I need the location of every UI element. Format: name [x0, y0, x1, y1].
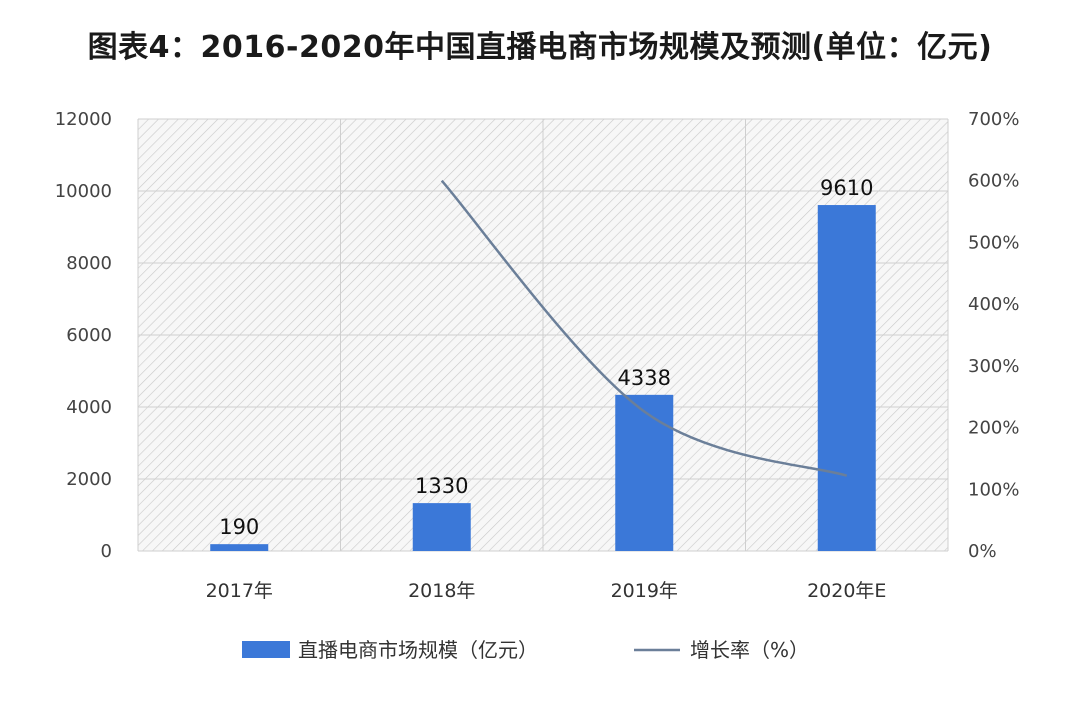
y-axis-left: 0 2000 4000 6000 8000 10000 12000 — [55, 109, 112, 562]
y-right-tick-label: 500% — [968, 232, 1019, 253]
y-left-tick-label: 6000 — [66, 325, 112, 346]
bar — [412, 503, 471, 551]
y-left-tick-label: 10000 — [55, 181, 112, 202]
chart-title: 图表4：2016-2020年中国直播电商市场规模及预测(单位：亿元) — [87, 30, 993, 65]
bar — [210, 544, 269, 551]
y-right-tick-label: 200% — [968, 418, 1019, 439]
y-right-tick-label: 300% — [968, 356, 1019, 377]
y-left-tick-label: 12000 — [55, 109, 112, 130]
x-axis: 2017年 2018年 2019年 2020年E — [206, 580, 887, 602]
data-label: 190 — [219, 515, 259, 539]
x-category-label: 2018年 — [408, 580, 475, 602]
bar — [817, 205, 876, 552]
y-left-tick-label: 2000 — [66, 469, 112, 490]
data-labels: 190 1330 4338 9610 — [219, 176, 873, 539]
data-label: 1330 — [415, 474, 468, 498]
y-right-tick-label: 600% — [968, 171, 1019, 192]
legend-label-line: 增长率（%） — [690, 638, 809, 662]
bar — [615, 394, 674, 551]
y-right-tick-label: 100% — [968, 479, 1019, 500]
data-label: 9610 — [820, 176, 873, 200]
legend-swatch-bar — [242, 641, 290, 658]
y-left-tick-label: 0 — [101, 541, 112, 562]
data-label: 4338 — [618, 366, 671, 390]
y-right-tick-label: 700% — [968, 109, 1019, 130]
bar-series — [210, 205, 876, 552]
x-category-label: 2017年 — [206, 580, 273, 602]
y-axis-right: 0% 100% 200% 300% 400% 500% 600% 700% — [968, 109, 1019, 562]
y-left-tick-label: 4000 — [66, 397, 112, 418]
y-right-tick-label: 400% — [968, 294, 1019, 315]
y-right-tick-label: 0% — [968, 541, 997, 562]
y-left-tick-label: 8000 — [66, 253, 112, 274]
legend-label-bar: 直播电商市场规模（亿元） — [298, 638, 538, 662]
x-category-label: 2020年E — [807, 580, 886, 602]
gridlines — [137, 118, 949, 552]
line-series — [440, 179, 848, 477]
growth-rate-line — [440, 179, 848, 477]
legend: 直播电商市场规模（亿元） 增长率（%） — [242, 638, 809, 662]
x-category-label: 2019年 — [611, 580, 678, 602]
